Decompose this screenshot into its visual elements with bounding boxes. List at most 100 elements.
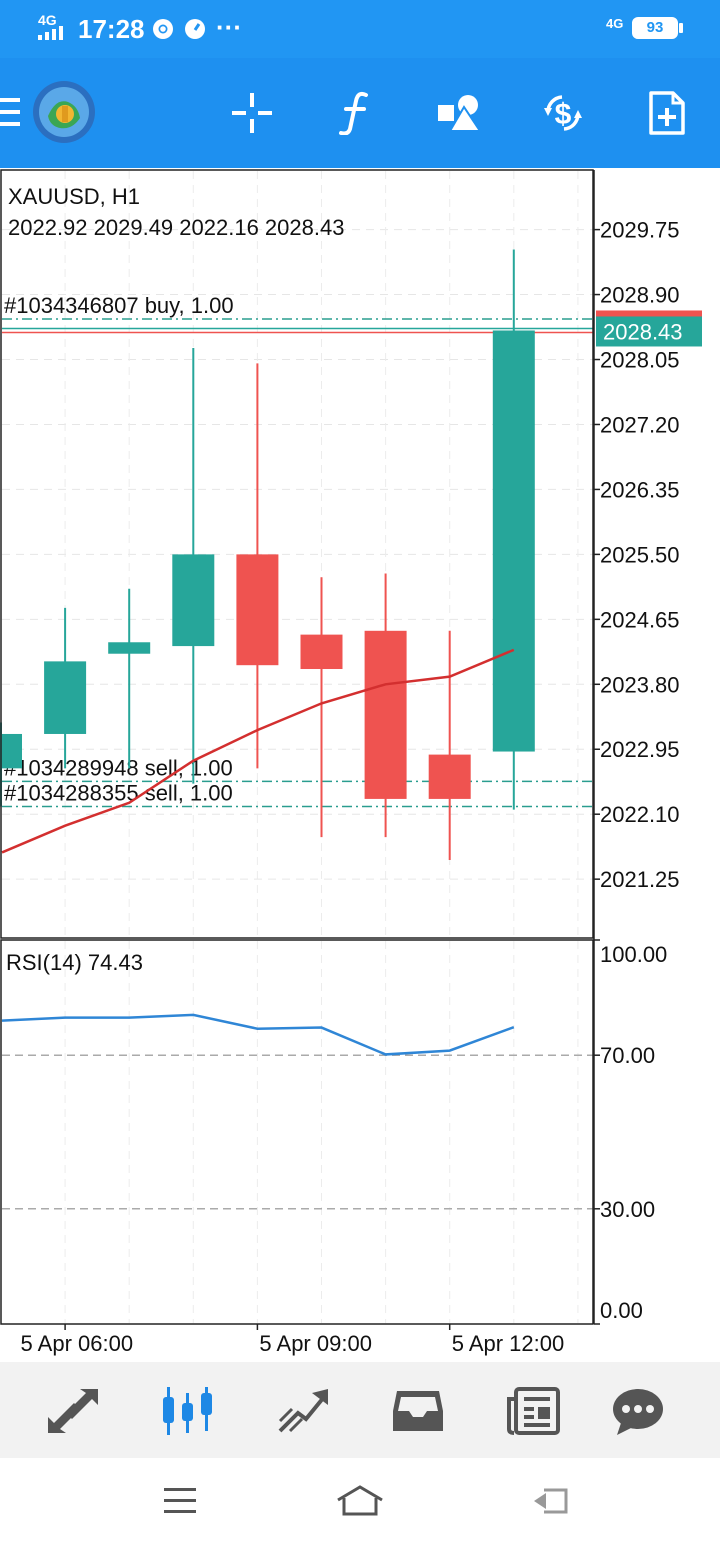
price-tick-label: 2021.25 xyxy=(600,867,680,892)
candle[interactable] xyxy=(300,577,343,838)
svg-text:$: $ xyxy=(555,98,572,131)
candle-body xyxy=(236,554,279,666)
ask-price-marker xyxy=(596,310,702,319)
candle[interactable] xyxy=(108,588,151,769)
chrome-icon xyxy=(153,19,173,39)
candle-body xyxy=(2,733,22,769)
trade-icon: $ xyxy=(544,95,582,131)
candle-body xyxy=(300,634,343,670)
crosshair-icon xyxy=(232,93,272,133)
more-notifications-icon: ··· xyxy=(216,12,242,42)
home-icon xyxy=(337,1485,383,1516)
candle[interactable] xyxy=(492,249,535,810)
network-indicator-right: 4G xyxy=(606,16,624,31)
moving-average-line xyxy=(1,648,515,854)
order-label: #1034346807 buy, 1.00 xyxy=(4,293,234,318)
battery-icon: 93 xyxy=(632,17,678,39)
candle[interactable] xyxy=(428,630,471,861)
back-button[interactable] xyxy=(520,1476,580,1526)
app-logo-icon xyxy=(33,81,95,143)
chart-canvas[interactable]: #1034346807 buy, 1.00#1034289948 sell, 1… xyxy=(0,168,720,1362)
main-pane-frame xyxy=(0,169,594,939)
app-logo[interactable] xyxy=(32,80,96,144)
price-tick-label: 2027.20 xyxy=(600,412,680,437)
moving-average xyxy=(1,648,515,854)
signal-icon xyxy=(38,26,63,40)
candle[interactable] xyxy=(236,363,279,769)
new-order-button[interactable] xyxy=(632,78,702,148)
candle-body xyxy=(172,554,215,647)
rsi-indicator: 100.00 70.00 30.00 0.00 xyxy=(1,939,667,1325)
candlestick-chart-icon xyxy=(163,1387,212,1435)
indicators-button[interactable] xyxy=(321,78,391,148)
price-tick-label: 2025.50 xyxy=(600,542,680,567)
trade-button[interactable]: $ xyxy=(528,78,598,148)
rsi-pane-frame xyxy=(0,939,594,1325)
time-tick-label: 5 Apr 06:00 xyxy=(21,1331,134,1356)
crosshair-button[interactable] xyxy=(217,78,287,148)
back-icon xyxy=(534,1488,568,1514)
time-tick-label: 5 Apr 12:00 xyxy=(452,1331,565,1356)
rsi-tick-label: 0.00 xyxy=(600,1298,643,1323)
network-indicator-left: 4G xyxy=(38,12,57,28)
function-icon xyxy=(339,91,368,135)
recent-apps-button[interactable] xyxy=(150,1476,210,1526)
menu-icon xyxy=(0,98,20,126)
price-tick-label: 2022.10 xyxy=(600,802,680,827)
nav-news[interactable] xyxy=(493,1376,573,1446)
candle-body xyxy=(492,330,535,752)
chat-bubble-icon xyxy=(613,1389,663,1435)
nav-quotes[interactable] xyxy=(33,1376,113,1446)
inbox-icon xyxy=(393,1391,443,1431)
price-tick-label: 2022.95 xyxy=(600,737,680,762)
objects-button[interactable] xyxy=(425,78,495,148)
candle[interactable] xyxy=(44,607,87,769)
new-order-icon xyxy=(649,91,685,135)
recents-icon xyxy=(164,1488,196,1513)
system-navigation xyxy=(0,1458,720,1544)
time-axis: 5 Apr 06:00 5 Apr 09:00 5 Apr 12:00 xyxy=(21,1324,565,1356)
rsi-tick-label: 70.00 xyxy=(600,1043,655,1068)
price-tick-label: 2028.90 xyxy=(600,283,680,308)
newspaper-icon xyxy=(507,1387,560,1435)
bid-price-marker xyxy=(596,316,702,347)
candle-body xyxy=(428,754,471,799)
order-label: #1034288355 sell, 1.00 xyxy=(4,781,233,806)
candle[interactable] xyxy=(364,573,407,838)
menu-button[interactable] xyxy=(0,96,22,130)
price-axis: 2029.75 2028.90 2028.05 2027.20 2026.35 2025.… xyxy=(594,218,702,892)
nav-trade[interactable] xyxy=(263,1376,343,1446)
nav-chart[interactable] xyxy=(148,1376,228,1446)
rsi-line xyxy=(1,1013,515,1056)
candle-body xyxy=(108,642,151,654)
bottom-navigation xyxy=(0,1362,720,1458)
rsi-tick-label: 30.00 xyxy=(600,1197,655,1222)
time-tick-label: 5 Apr 09:00 xyxy=(259,1331,372,1356)
rsi-label: RSI(14) 74.43 xyxy=(6,950,143,975)
status-time: 17:28 xyxy=(78,14,145,44)
candle-body xyxy=(364,630,407,799)
price-tick-label: 2023.80 xyxy=(600,672,680,697)
candle-body xyxy=(44,661,87,734)
objects-icon xyxy=(438,95,482,132)
battery-level: 93 xyxy=(646,19,664,36)
trend-arrow-icon xyxy=(278,1389,328,1433)
ohlc-label: 2022.92 2029.49 2022.16 2028.43 xyxy=(8,215,344,240)
status-bar: 4G 17:28 ··· 4G 93 xyxy=(0,0,720,58)
nav-messages[interactable] xyxy=(598,1376,678,1446)
chart-toolbar: $ xyxy=(0,58,720,168)
chart-area[interactable]: #1034346807 buy, 1.00 #1034289948 sell, 1… xyxy=(0,168,720,1362)
candle[interactable] xyxy=(172,348,215,784)
home-button[interactable] xyxy=(330,1476,390,1526)
price-tick-label: 2024.65 xyxy=(600,607,680,632)
price-tick-label: 2026.35 xyxy=(600,477,680,502)
symbol-label: XAUUSD, H1 xyxy=(8,184,140,209)
nav-history[interactable] xyxy=(378,1376,458,1446)
speedometer-icon xyxy=(185,19,205,39)
price-tick-label: 2028.05 xyxy=(600,348,680,373)
price-tick-label: 2029.75 xyxy=(600,218,680,243)
quotes-arrows-icon xyxy=(48,1389,98,1433)
bid-price-label: 2028.43 xyxy=(603,319,683,344)
battery-cap xyxy=(679,23,683,33)
candles xyxy=(0,249,535,861)
